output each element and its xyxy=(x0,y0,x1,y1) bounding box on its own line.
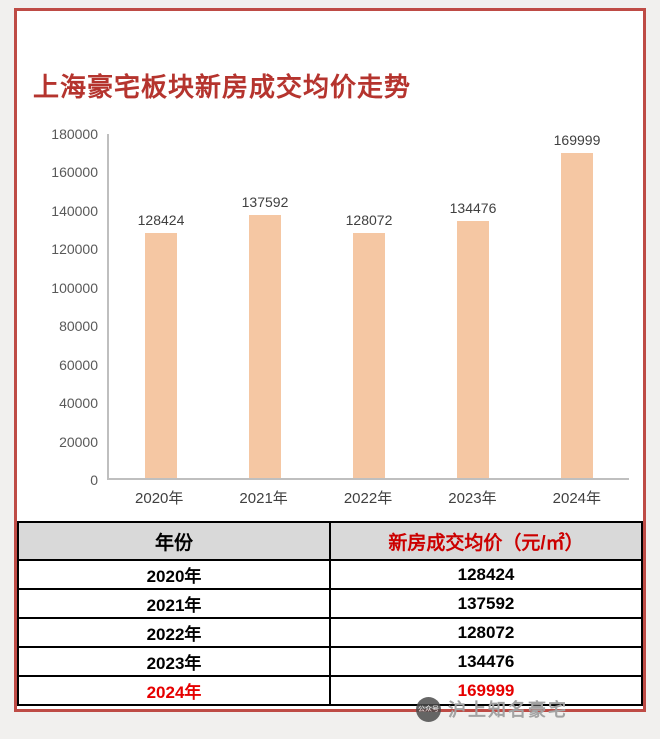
bar-group: 169999 xyxy=(525,132,629,478)
price-cell: 128072 xyxy=(329,617,643,648)
bar-value-label: 128072 xyxy=(345,212,393,229)
plot-column: 128424 137592 128072 134476 169999 2020年 2021… xyxy=(107,132,629,508)
table-row: 2021年 137592 xyxy=(17,588,643,619)
bar xyxy=(353,233,385,478)
bar-chart: 180000 160000 140000 120000 100000 80000 60000… xyxy=(27,126,629,508)
price-cell: 134476 xyxy=(329,646,643,677)
x-tick-label: 2021年 xyxy=(239,490,288,507)
price-column-header: 新房成交均价（元/㎡） xyxy=(329,521,643,561)
chart-title: 上海豪宅板块新房成交均价走势 xyxy=(33,72,412,102)
table-row: 2022年 128072 xyxy=(17,617,643,648)
x-tick-label: 2020年 xyxy=(135,490,184,507)
price-cell: 128424 xyxy=(329,559,643,590)
x-tick-label: 2024年 xyxy=(552,490,602,507)
y-axis: 180000 160000 140000 120000 100000 80000 60000… xyxy=(51,126,98,488)
bar-value-label: 134476 xyxy=(449,200,497,217)
bar xyxy=(145,232,177,478)
price-table-head: 年份 新房成交均价（元/㎡） xyxy=(17,521,643,561)
bar xyxy=(249,215,281,478)
price-table: 年份 新房成交均价（元/㎡） 2020年 128424 2021年 137592 202… xyxy=(17,521,643,706)
year-cell: 2023年 xyxy=(17,646,331,677)
bar-value-label: 128424 xyxy=(137,211,185,228)
bar-group: 128424 xyxy=(109,134,213,478)
year-cell: 2020年 xyxy=(17,559,331,590)
x-tick-label: 2023年 xyxy=(448,490,497,507)
price-cell: 169999 xyxy=(329,675,643,706)
table-row: 2020年 128424 xyxy=(17,559,643,590)
table-row: 2024年 169999 xyxy=(17,675,643,706)
price-cell: 137592 xyxy=(329,588,643,619)
x-tick-label: 2022年 xyxy=(343,490,393,507)
watermark-text: 沪上知名豪宅 xyxy=(448,700,568,720)
bar xyxy=(561,153,593,478)
table-row: 2023年 134476 xyxy=(17,646,643,677)
bar-value-label: 169999 xyxy=(553,132,601,149)
year-cell: 2022年 xyxy=(17,617,331,648)
watermark: 公众号 沪上知名豪宅 xyxy=(416,696,568,722)
year-cell: 2024年 xyxy=(17,675,331,706)
year-column-header: 年份 xyxy=(17,521,331,561)
x-axis: 2020年 2021年 2022年 2023年 2024年 xyxy=(107,480,629,508)
red-border-frame: 上海豪宅板块新房成交均价走势 180000 160000 140000 120000 1… xyxy=(14,8,646,712)
price-table-body: 2020年 128424 2021年 137592 2022年 128072 2023年 13… xyxy=(17,559,643,706)
wechat-account-logo-icon: 公众号 xyxy=(416,696,441,722)
table-header-row: 年份 新房成交均价（元/㎡） xyxy=(17,521,643,561)
bar xyxy=(457,221,489,478)
bar-value-label: 137592 xyxy=(241,194,289,211)
bar-group: 134476 xyxy=(421,134,525,478)
bar-group: 137592 xyxy=(213,134,317,478)
year-cell: 2021年 xyxy=(17,588,331,619)
chart-plot: 128424 137592 128072 134476 169999 xyxy=(107,132,629,480)
bar-group: 128072 xyxy=(317,134,421,478)
